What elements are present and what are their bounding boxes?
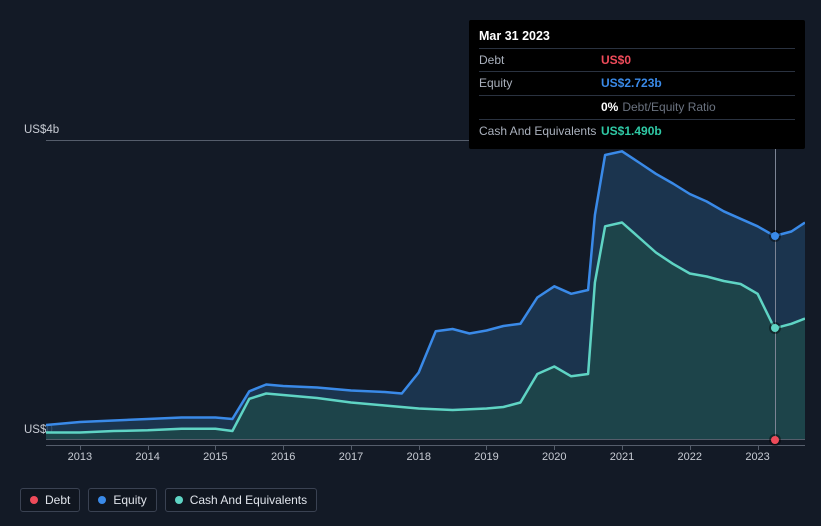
x-tick-label: 2020 — [542, 451, 566, 463]
x-tick-label: 2021 — [610, 451, 634, 463]
legend-label: Debt — [45, 493, 70, 507]
x-tick-label: 2014 — [135, 451, 159, 463]
tooltip-row-value: 0% — [601, 99, 618, 116]
tooltip-row: EquityUS$2.723b — [479, 71, 795, 95]
tooltip-row-suffix: Debt/Equity Ratio — [622, 99, 715, 116]
hover-marker — [771, 436, 779, 444]
hover-line — [775, 140, 776, 440]
chart-svg — [46, 140, 805, 440]
hover-marker — [771, 232, 779, 240]
legend-dot-icon — [98, 496, 106, 504]
tooltip-row: Cash And EquivalentsUS$1.490b — [479, 119, 795, 143]
tooltip-row: DebtUS$0 — [479, 48, 795, 72]
legend-label: Equity — [113, 493, 146, 507]
tooltip-row-label — [479, 99, 601, 116]
tooltip-rows: DebtUS$0EquityUS$2.723b0% Debt/Equity Ra… — [479, 48, 795, 143]
legend-dot-icon — [30, 496, 38, 504]
tooltip-row-label: Debt — [479, 52, 601, 69]
chart-container: Mar 31 2023 DebtUS$0EquityUS$2.723b0% De… — [0, 0, 821, 526]
x-tick-label: 2022 — [678, 451, 702, 463]
x-tick-label: 2016 — [271, 451, 295, 463]
x-axis: 2013 2014 2015 2016 2017 2018 2019 2020 2021 2022… — [46, 445, 805, 465]
x-tick-label: 2019 — [474, 451, 498, 463]
legend-item[interactable]: Equity — [88, 488, 156, 512]
x-tick-label: 2023 — [745, 451, 769, 463]
plot-area[interactable] — [46, 140, 805, 440]
x-tick-label: 2017 — [339, 451, 363, 463]
x-tick-label: 2013 — [68, 451, 92, 463]
tooltip-row-value: US$0 — [601, 52, 631, 69]
x-tick-label: 2015 — [203, 451, 227, 463]
legend-label: Cash And Equivalents — [190, 493, 307, 507]
x-tick-label: 2018 — [406, 451, 430, 463]
legend-item[interactable]: Debt — [20, 488, 80, 512]
tooltip-row-label: Equity — [479, 75, 601, 92]
tooltip-date: Mar 31 2023 — [479, 28, 795, 46]
chart-area: US$4b US$0 20132014201520162017201820192… — [16, 120, 805, 470]
tooltip-row-label: Cash And Equivalents — [479, 123, 601, 140]
tooltip-row: 0% Debt/Equity Ratio — [479, 95, 795, 119]
hover-tooltip: Mar 31 2023 DebtUS$0EquityUS$2.723b0% De… — [469, 20, 805, 149]
hover-marker — [771, 324, 779, 332]
y-axis-top-label: US$4b — [24, 124, 59, 136]
legend-item[interactable]: Cash And Equivalents — [165, 488, 317, 512]
tooltip-row-value: US$2.723b — [601, 75, 662, 92]
legend: Debt Equity Cash And Equivalents — [20, 488, 317, 512]
tooltip-row-value: US$1.490b — [601, 123, 662, 140]
legend-dot-icon — [175, 496, 183, 504]
